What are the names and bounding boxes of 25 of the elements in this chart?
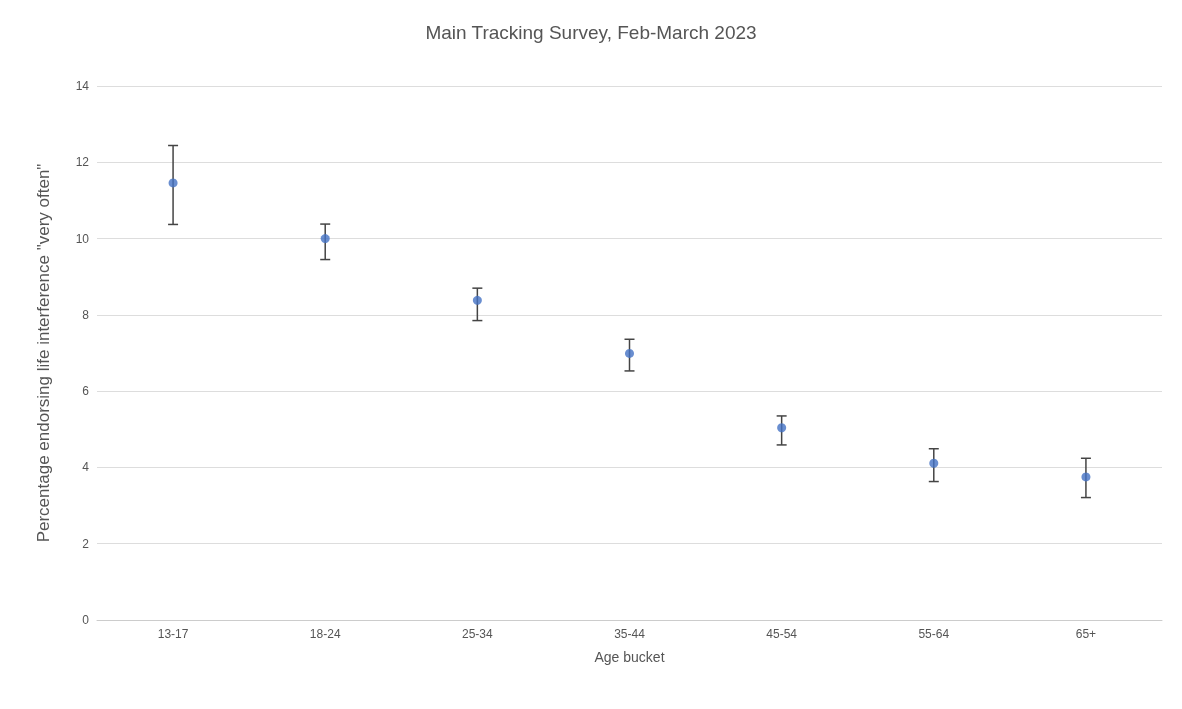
y-axis-title: Percentage endorsing life interference "very often" bbox=[34, 163, 53, 543]
point bbox=[320, 234, 330, 244]
y-tick-label: 4 bbox=[82, 460, 90, 475]
y-tick-label: 2 bbox=[82, 536, 90, 551]
point bbox=[168, 178, 178, 188]
x-tick-label: 65+ bbox=[1075, 627, 1097, 641]
x-tick-label: 35-44 bbox=[614, 627, 646, 641]
x-tick-label: 13-17 bbox=[157, 627, 189, 641]
x-axis-title: Age bucket bbox=[594, 649, 665, 665]
point bbox=[929, 458, 939, 468]
y-tick-label: 14 bbox=[75, 79, 90, 93]
y-tick-label: 12 bbox=[75, 155, 90, 170]
point bbox=[472, 295, 482, 305]
x-tick-label: 25-34 bbox=[462, 627, 494, 641]
x-tick-label: 45-54 bbox=[766, 627, 798, 641]
x-tick-label: 18-24 bbox=[309, 627, 341, 641]
y-tick-label: 0 bbox=[82, 613, 90, 627]
y-tick-label: 8 bbox=[82, 307, 90, 322]
x-tick-label: 55-64 bbox=[918, 627, 950, 641]
chart-title: Main Tracking Survey, Feb-March 2023 bbox=[425, 22, 757, 43]
point bbox=[1081, 472, 1091, 482]
point bbox=[777, 423, 787, 433]
point bbox=[625, 348, 634, 358]
y-tick-label: 10 bbox=[75, 231, 90, 246]
y-tick-label: 6 bbox=[82, 384, 90, 399]
